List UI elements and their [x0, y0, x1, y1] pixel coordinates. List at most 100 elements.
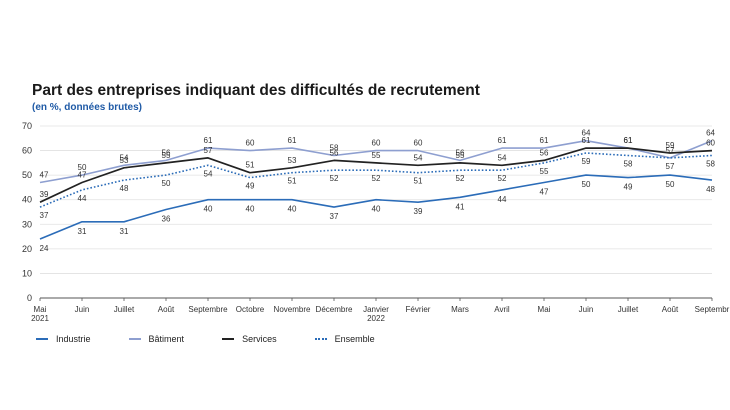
data-label: 40: [204, 205, 213, 214]
data-label: 60: [246, 139, 255, 148]
data-label: 41: [456, 202, 465, 211]
data-label: 37: [330, 212, 339, 221]
series-line-ensemble: [39, 152, 713, 208]
data-label: 47: [540, 188, 549, 197]
data-label: 52: [498, 174, 507, 183]
x-tick-label: Juin: [579, 305, 594, 314]
chart-title: Part des entreprises indiquant des diffi…: [32, 82, 480, 99]
data-label: 61: [288, 136, 297, 145]
data-label: 44: [78, 194, 87, 203]
data-label: 52: [330, 174, 339, 183]
legend: Industrie Bâtiment Services Ensemble: [36, 334, 413, 344]
data-label: 56: [456, 148, 465, 157]
data-label: 57: [204, 146, 213, 155]
data-label: 55: [372, 151, 381, 160]
data-label: 48: [706, 185, 715, 194]
legend-item-bâtiment: Bâtiment: [128, 334, 185, 344]
series-line-bâtiment: [39, 139, 713, 184]
x-tick-label: Juillet: [618, 305, 639, 314]
series-lines: [39, 139, 713, 240]
legend-swatch: [36, 338, 48, 340]
data-label: 54: [414, 153, 423, 162]
y-axis: 0 10 20 30 40 50 60 70: [22, 121, 32, 303]
data-label: 58: [624, 159, 633, 168]
x-tick-label: Février: [406, 305, 431, 314]
data-label: 64: [706, 129, 715, 138]
data-label: 55: [540, 167, 549, 176]
legend-swatch: [314, 338, 327, 340]
data-label: 49: [246, 182, 255, 191]
x-tick-label: Août: [158, 305, 175, 314]
data-label: 31: [78, 227, 87, 236]
data-label: 61: [498, 136, 507, 145]
data-label: 56: [330, 148, 339, 157]
data-label: 24: [40, 244, 49, 253]
x-tick-label: Septembre: [188, 305, 228, 314]
data-label: 60: [414, 139, 423, 148]
data-label: 51: [414, 177, 423, 186]
data-label: 57: [666, 162, 675, 171]
x-tick-label: Août: [662, 305, 679, 314]
data-label: 31: [120, 227, 129, 236]
x-tick-label: Mars: [451, 305, 469, 314]
data-label: 39: [414, 207, 423, 216]
data-label: 44: [498, 195, 507, 204]
x-tick-label: Mai: [34, 305, 47, 314]
data-label: 58: [706, 159, 715, 168]
data-label: 54: [120, 153, 129, 162]
x-tick-label: Septembr: [695, 305, 730, 314]
data-label: 40: [246, 205, 255, 214]
legend-swatch: [222, 338, 235, 340]
y-tick-label: 50: [22, 170, 32, 180]
data-label: 51: [288, 177, 297, 186]
data-label: 55: [162, 151, 171, 160]
legend-label: Industrie: [56, 334, 91, 344]
series-line-industrie: [39, 174, 713, 240]
data-label: 55: [456, 151, 465, 160]
data-label: 61: [624, 136, 633, 145]
data-label: 59: [666, 141, 675, 150]
y-tick-label: 10: [22, 268, 32, 278]
data-label: 40: [372, 205, 381, 214]
y-tick-label: 40: [22, 195, 32, 205]
data-label: 53: [120, 156, 129, 165]
legend-label: Services: [242, 334, 277, 344]
data-label: 54: [498, 153, 507, 162]
series-line-services: [39, 147, 713, 203]
data-label: 53: [288, 156, 297, 165]
data-label: 37: [40, 211, 49, 220]
data-label: 61: [624, 136, 633, 145]
legend-label: Bâtiment: [148, 334, 185, 344]
data-label: 61: [204, 136, 213, 145]
data-label: 50: [162, 179, 171, 188]
chart-subtitle: (en %, données brutes): [32, 102, 143, 113]
x-tick-label: 2021: [31, 314, 49, 323]
y-tick-label: 60: [22, 146, 32, 156]
data-label: 64: [582, 129, 591, 138]
legend-item-industrie: Industrie: [36, 334, 91, 344]
data-label: 51: [246, 161, 255, 170]
data-label: 61: [540, 136, 549, 145]
legend-swatch: [128, 338, 141, 340]
data-label: 56: [540, 148, 549, 157]
x-tick-label: Avril: [494, 305, 510, 314]
data-label: 52: [456, 174, 465, 183]
data-label: 54: [204, 169, 213, 178]
data-label: 52: [372, 174, 381, 183]
y-tick-label: 70: [22, 121, 32, 131]
legend-item-services: Services: [222, 334, 277, 344]
x-tick-label: Mai: [538, 305, 551, 314]
data-label: 40: [288, 205, 297, 214]
data-label: 36: [162, 215, 171, 224]
legend-label: Ensemble: [334, 334, 375, 344]
data-label: 59: [582, 157, 591, 166]
x-tick-label: Juin: [75, 305, 90, 314]
x-tick-label: Décembre: [316, 305, 353, 314]
legend-item-ensemble: Ensemble: [314, 334, 375, 344]
x-tick-label: Janvier: [363, 305, 389, 314]
y-tick-label: 20: [22, 244, 32, 254]
x-tick-label: Juillet: [114, 305, 135, 314]
